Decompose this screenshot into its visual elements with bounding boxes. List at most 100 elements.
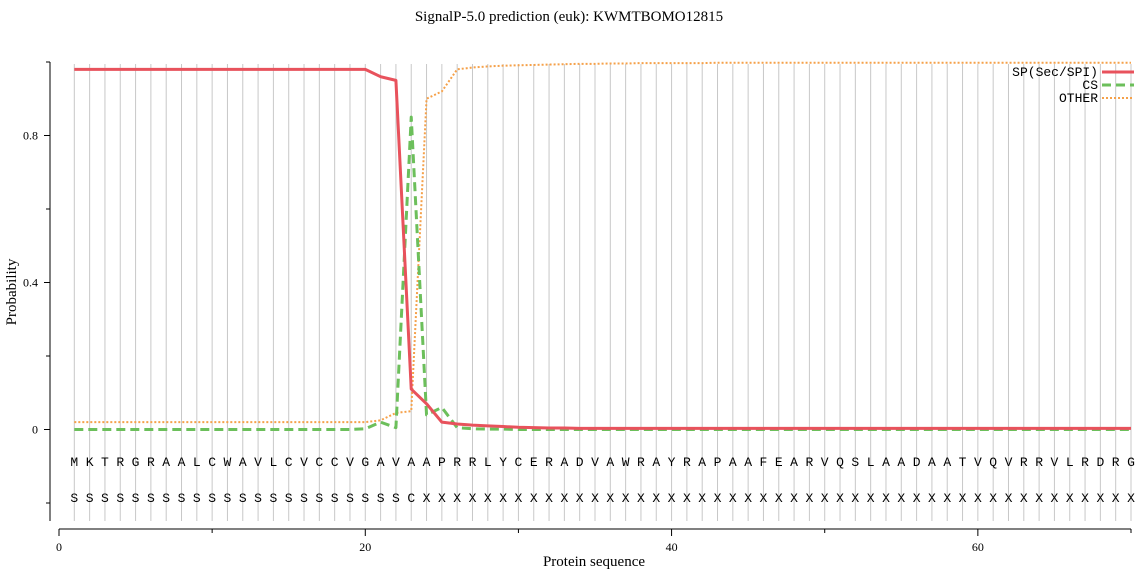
annotation-letter: X bbox=[805, 491, 813, 506]
sequence-residue: S bbox=[851, 455, 859, 470]
sequence-residue: C bbox=[315, 455, 323, 470]
x-axis-title: Protein sequence bbox=[543, 554, 645, 570]
annotation-letter: X bbox=[545, 491, 553, 506]
sequence-residue: P bbox=[438, 455, 446, 470]
sequence-residue: T bbox=[101, 455, 109, 470]
annotation-letter: X bbox=[1096, 491, 1104, 506]
sequence-residue: Y bbox=[499, 455, 507, 470]
sequence-residue: W bbox=[622, 455, 630, 470]
annotation-letter: X bbox=[959, 491, 967, 506]
annotation-letter: X bbox=[714, 491, 722, 506]
annotation-letter: S bbox=[224, 491, 232, 506]
y-axis-title: Probability bbox=[4, 258, 20, 325]
sequence-residue: C bbox=[285, 455, 293, 470]
sequence-residue: A bbox=[882, 455, 890, 470]
sequence-residue: V bbox=[591, 455, 599, 470]
sequence-residue: L bbox=[484, 455, 492, 470]
y-tick-label: 0.8 bbox=[23, 129, 38, 143]
sequence-residue: Q bbox=[836, 455, 844, 470]
annotation-letter: X bbox=[698, 491, 706, 506]
annotation-letter: S bbox=[193, 491, 201, 506]
annotation-letter: S bbox=[116, 491, 124, 506]
annotation-letter: X bbox=[484, 491, 492, 506]
annotation-letter: X bbox=[606, 491, 614, 506]
annotation-letter: X bbox=[775, 491, 783, 506]
sequence-residue: V bbox=[392, 455, 400, 470]
sequence-residue: A bbox=[698, 455, 706, 470]
annotation-letter: X bbox=[438, 491, 446, 506]
annotation-letter: X bbox=[423, 491, 431, 506]
annotation-letter: X bbox=[989, 491, 997, 506]
annotation-letter: X bbox=[515, 491, 523, 506]
chart-title: SignalP-5.0 prediction (euk): KWMTBOMO12… bbox=[415, 9, 723, 25]
annotation-letter: X bbox=[1035, 491, 1043, 506]
x-tick-label: 60 bbox=[972, 540, 984, 554]
sequence-residue: L bbox=[1066, 455, 1074, 470]
sequence-residue: R bbox=[1112, 455, 1120, 470]
series-line-other bbox=[74, 61, 1131, 424]
annotation-letter: X bbox=[637, 491, 645, 506]
sequence-residue: V bbox=[821, 455, 829, 470]
annotation-letter: X bbox=[591, 491, 599, 506]
sequence-residue: A bbox=[377, 455, 385, 470]
sequence-residue: P bbox=[714, 455, 722, 470]
annotation-letter: X bbox=[943, 491, 951, 506]
series-line-cs bbox=[74, 115, 1131, 431]
x-tick-label: 40 bbox=[666, 540, 678, 554]
series-lines bbox=[74, 61, 1131, 431]
annotation-letter: X bbox=[821, 491, 829, 506]
annotation-letter: X bbox=[560, 491, 568, 506]
legend-label: CS bbox=[1082, 78, 1098, 93]
sequence-residue: R bbox=[683, 455, 691, 470]
sequence-residue: L bbox=[269, 455, 277, 470]
annotation-letter: X bbox=[530, 491, 538, 506]
annotation-letter: S bbox=[377, 491, 385, 506]
annotation-letter: X bbox=[1112, 491, 1120, 506]
annotation-letter: S bbox=[331, 491, 339, 506]
annotation-letter: X bbox=[453, 491, 461, 506]
sequence-residue: R bbox=[1035, 455, 1043, 470]
annotation-letter: X bbox=[1066, 491, 1074, 506]
annotation-letter: X bbox=[1051, 491, 1059, 506]
y-ticks: 0 0.4 0.8 bbox=[23, 61, 50, 504]
sequence-residue: A bbox=[943, 455, 951, 470]
annotation-letter: X bbox=[652, 491, 660, 506]
x-tick-label: 20 bbox=[359, 540, 371, 554]
annotation-letter: S bbox=[346, 491, 354, 506]
sequence-residue: V bbox=[1051, 455, 1059, 470]
sequence-residue: G bbox=[1127, 455, 1135, 470]
annotation-letter: C bbox=[407, 491, 415, 506]
sequence-residue: R bbox=[147, 455, 155, 470]
sequence-residue: V bbox=[346, 455, 354, 470]
annotation-letter: S bbox=[392, 491, 400, 506]
annotation-letter: S bbox=[315, 491, 323, 506]
y-tick-label: 0 bbox=[32, 423, 38, 437]
annotation-letter: X bbox=[1005, 491, 1013, 506]
annotation-letter: S bbox=[70, 491, 78, 506]
annotation-letter: X bbox=[913, 491, 921, 506]
sequence-residue: R bbox=[469, 455, 477, 470]
annotation-letter: X bbox=[1020, 491, 1028, 506]
axes bbox=[49, 62, 1131, 530]
sequence-residue: R bbox=[637, 455, 645, 470]
annotation-letter: X bbox=[836, 491, 844, 506]
sequence-residue: A bbox=[790, 455, 798, 470]
x-ticks: 0 20 40 60 bbox=[56, 529, 1132, 554]
sequence-residue: V bbox=[300, 455, 308, 470]
sequence-residue: R bbox=[805, 455, 813, 470]
sequence-residue: C bbox=[515, 455, 523, 470]
legend-label: SP(Sec/SPI) bbox=[1012, 65, 1098, 80]
annotation-letter: S bbox=[86, 491, 94, 506]
sequence-residue: R bbox=[116, 455, 124, 470]
sequence-residue: T bbox=[959, 455, 967, 470]
sequence-residue: K bbox=[86, 455, 94, 470]
annotation-letter: X bbox=[744, 491, 752, 506]
sequence-residue: A bbox=[423, 455, 431, 470]
sequence-residue: W bbox=[224, 455, 232, 470]
annotation-letter: S bbox=[178, 491, 186, 506]
annotation-letter: S bbox=[285, 491, 293, 506]
annotation-letter: S bbox=[361, 491, 369, 506]
annotation-letter: X bbox=[760, 491, 768, 506]
